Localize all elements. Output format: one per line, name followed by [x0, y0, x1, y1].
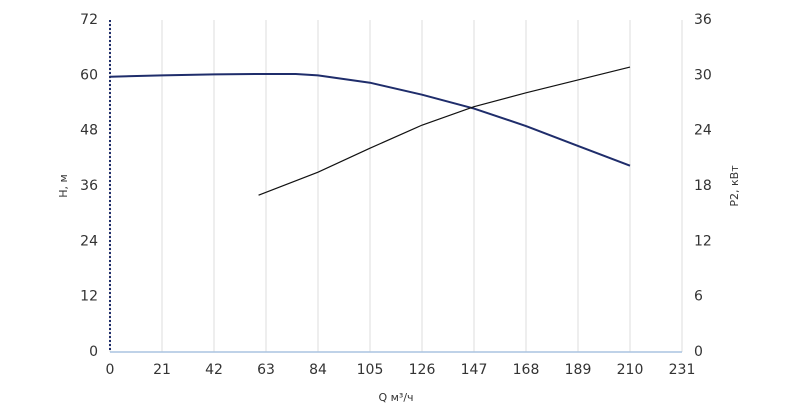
y-axis-label: H, м: [57, 174, 70, 198]
y-tick-label: 60: [80, 67, 98, 83]
y2-tick-label: 6: [694, 289, 703, 305]
x-tick-label: 126: [409, 362, 436, 378]
x-tick-label: 63: [257, 362, 275, 378]
y2-tick-label: 12: [694, 233, 712, 249]
x-tick-label: 42: [205, 362, 223, 378]
x-tick-label: 0: [106, 362, 115, 378]
x-tick-label: 231: [669, 362, 696, 378]
y2-tick-label: 36: [694, 12, 712, 28]
y2-axis-label: P2, кВт: [728, 165, 741, 207]
x-tick-label: 210: [617, 362, 644, 378]
series-line: [258, 66, 631, 196]
y-tick-label: 12: [80, 289, 98, 305]
x-tick-label: 21: [153, 362, 171, 378]
series-line: [109, 72, 631, 167]
x-axis-label: Q м³/ч: [378, 391, 413, 404]
y2-tick-label: 24: [694, 123, 712, 139]
y2-tick-label: 0: [694, 344, 703, 360]
y-tick-label: 48: [80, 123, 98, 139]
y2-tick-label: 30: [694, 67, 712, 83]
x-tick-label: 105: [357, 362, 384, 378]
y-tick-label: 0: [89, 344, 98, 360]
x-tick-label: 189: [565, 362, 592, 378]
x-tick-label: 84: [309, 362, 327, 378]
x-tick-label: 168: [513, 362, 540, 378]
x-tick-label: 147: [461, 362, 488, 378]
y-tick-label: 72: [80, 12, 98, 28]
y-tick-label: 36: [80, 178, 98, 194]
y2-tick-label: 18: [694, 178, 712, 194]
y-tick-label: 24: [80, 233, 98, 249]
